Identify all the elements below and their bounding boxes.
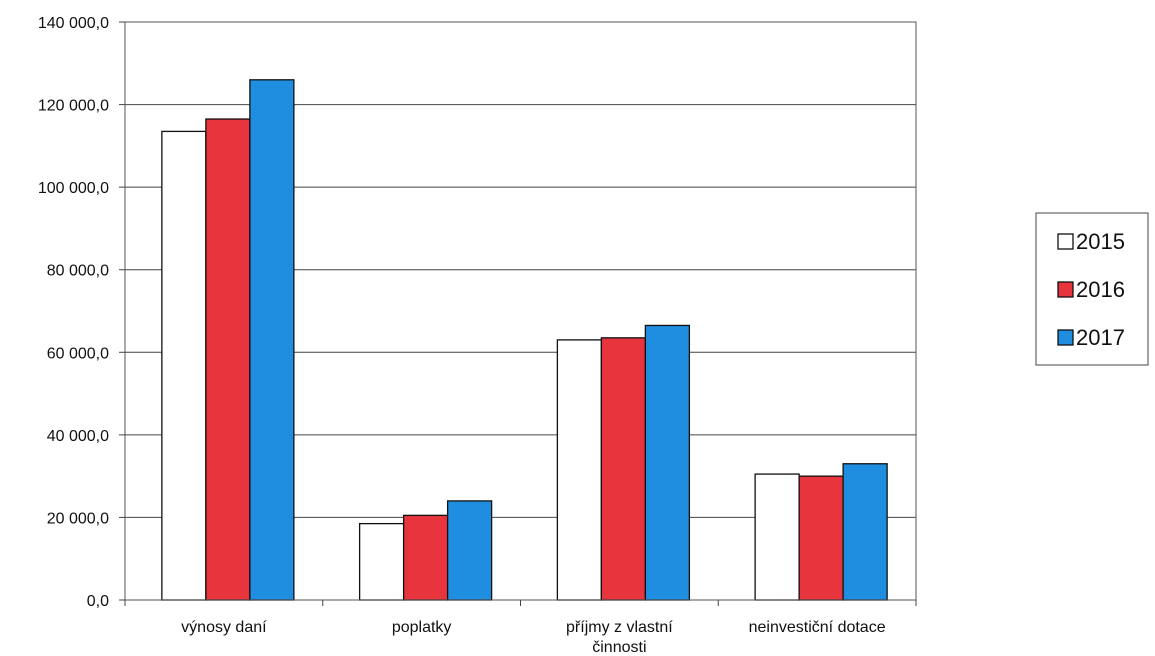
legend-label-2017: 2017 bbox=[1076, 325, 1125, 350]
x-axis-category-labels: výnosy daní poplatky příjmy z vlastní činno… bbox=[181, 619, 886, 656]
bar-2015 bbox=[358, 522, 405, 601]
y-tick-label: 100 000,0 bbox=[38, 180, 109, 197]
y-tick-label: 40 000,0 bbox=[47, 428, 109, 445]
bar-2016 bbox=[402, 514, 449, 601]
bar-2017 bbox=[249, 79, 295, 601]
bar-2016 bbox=[600, 337, 647, 601]
legend-box bbox=[1035, 212, 1149, 366]
x-category-label: příjmy z vlastní bbox=[566, 619, 673, 636]
y-tick-label: 0,0 bbox=[87, 593, 109, 610]
bar-2015 bbox=[161, 130, 207, 601]
x-category-label: výnosy daní bbox=[181, 619, 267, 636]
legend-label-2015: 2015 bbox=[1076, 229, 1125, 254]
legend-label-2016: 2016 bbox=[1076, 277, 1125, 302]
bars bbox=[161, 79, 888, 601]
y-axis-tick-labels: 0,0 20 000,0 40 000,0 60 000,0 80 000,0 100 0… bbox=[38, 15, 109, 610]
bar-2017 bbox=[644, 324, 691, 601]
x-category-label: poplatky bbox=[392, 619, 452, 636]
bar-2015 bbox=[556, 339, 603, 601]
bar-2017 bbox=[446, 500, 493, 601]
legend-swatch-2015 bbox=[1057, 233, 1074, 250]
legend-swatch-2017 bbox=[1057, 329, 1074, 346]
bar-2017 bbox=[842, 463, 888, 601]
y-tick-label: 20 000,0 bbox=[47, 510, 109, 527]
y-tick-label: 140 000,0 bbox=[38, 15, 109, 32]
axes bbox=[119, 21, 917, 606]
x-category-label: neinvestiční dotace bbox=[749, 619, 886, 636]
legend-swatch-2016 bbox=[1057, 281, 1074, 298]
bar-2016 bbox=[798, 475, 844, 601]
y-tick-label: 60 000,0 bbox=[47, 345, 109, 362]
y-tick-label: 80 000,0 bbox=[47, 263, 109, 280]
legend: 2015 2016 2017 bbox=[1035, 212, 1149, 366]
bar-2016 bbox=[205, 118, 251, 601]
y-tick-label: 120 000,0 bbox=[38, 98, 109, 115]
bar-2015 bbox=[754, 473, 800, 601]
x-category-label: činnosti bbox=[592, 639, 646, 656]
